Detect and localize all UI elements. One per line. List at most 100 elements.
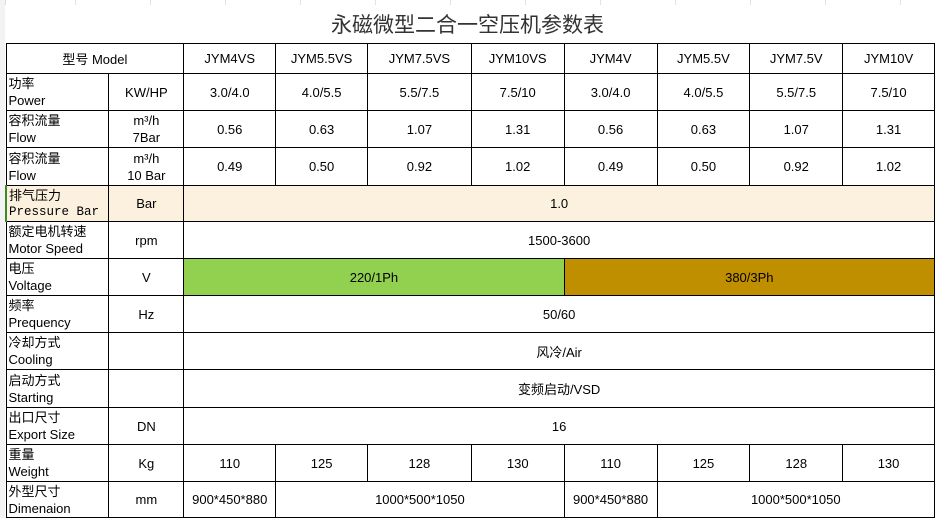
model-header-cell[interactable]: JYM10VS (470, 43, 565, 74)
row-label-cell[interactable]: 冷却方式 Cooling (5, 332, 110, 370)
table-row: 电压 Voltage V 220/1Ph 380/3Ph (5, 258, 935, 296)
unit-cell[interactable]: Bar (108, 185, 185, 222)
value-cell[interactable]: 变频启动/VSD (183, 369, 935, 408)
unit-cell[interactable]: m³/h 10 Bar (108, 147, 185, 186)
row-label-cn: 容积流量 (8, 113, 61, 128)
value-cell[interactable]: 1.31 (470, 110, 565, 148)
row-label-cn: 额定电机转速 (8, 224, 87, 239)
unit-text: 7Bar (132, 130, 161, 145)
value-cell[interactable]: 1.07 (367, 110, 472, 148)
row-label-cn: 启动方式 (8, 372, 61, 388)
value-cell[interactable]: 4.0/5.5 (275, 73, 369, 111)
unit-cell[interactable] (108, 369, 185, 408)
value-cell[interactable]: 128 (367, 444, 472, 482)
value-cell[interactable]: 0.56 (183, 110, 277, 148)
value-cell[interactable]: 1000*500*1050 (656, 481, 935, 518)
value-cell[interactable]: 0.50 (656, 147, 751, 186)
row-label-cell[interactable]: 重量 Weight (5, 444, 110, 482)
value-cell[interactable]: 5.5/7.5 (367, 73, 472, 111)
table-row: 启动方式 Starting 变频启动/VSD (5, 369, 935, 408)
value-cell[interactable]: 128 (749, 444, 844, 482)
value-cell[interactable]: 0.49 (563, 147, 658, 186)
value-cell[interactable]: 130 (470, 444, 565, 482)
value-cell[interactable]: 1.31 (842, 110, 935, 148)
table-row: 容积流量 Flow m³/h 10 Bar 0.49 0.50 0.92 1.02 0.49 0.… (5, 147, 935, 186)
value-cell[interactable]: 1.0 (183, 185, 935, 222)
row-label-cn: 重量 (8, 447, 35, 462)
row-label-cell[interactable]: 电压 Voltage (5, 258, 110, 296)
row-label-cell[interactable]: 容积流量 Flow (5, 110, 110, 148)
unit-cell[interactable] (108, 332, 185, 370)
row-label-cell[interactable]: 排气压力 Pressure Bar (5, 185, 110, 222)
value-cell[interactable]: 1.07 (749, 110, 844, 148)
unit-text: DN (136, 418, 156, 434)
table-title[interactable]: 永磁微型二合一空压机参数表 (6, 5, 935, 44)
value-cell[interactable]: 7.5/10 (842, 73, 935, 111)
value-cell[interactable]: 5.5/7.5 (749, 73, 844, 111)
value-cell[interactable]: 7.5/10 (470, 73, 565, 111)
value-cell[interactable]: 0.92 (749, 147, 844, 186)
row-label-en: Flow (8, 167, 36, 183)
value-cell[interactable]: 4.0/5.5 (656, 73, 751, 111)
row-label-cell[interactable]: 启动方式 Starting (5, 369, 110, 408)
value-cell[interactable]: 0.63 (656, 110, 751, 148)
value-cell[interactable]: 110 (563, 444, 658, 482)
value-cell[interactable]: 220/1Ph (183, 258, 565, 296)
unit-cell[interactable]: KW/HP (108, 73, 185, 111)
table-row: 重量 Weight Kg 110 125 128 130 110 125 128 130 (5, 444, 935, 482)
value-cell[interactable]: 0.49 (183, 147, 277, 186)
value-cell[interactable]: 16 (183, 407, 935, 445)
value-cell[interactable]: 110 (183, 444, 277, 482)
unit-cell[interactable]: V (108, 258, 185, 296)
model-header-cell[interactable]: JYM5.5VS (275, 43, 369, 74)
unit-cell[interactable]: rpm (108, 221, 185, 259)
value-cell[interactable]: 0.63 (275, 110, 369, 148)
row-label-en: Power (8, 93, 46, 108)
parameter-table: 永磁微型二合一空压机参数表 型号 Model JYM4VS JYM5.5VS JYM… (5, 5, 935, 518)
row-label-cell[interactable]: 出口尺寸 Export Size (5, 407, 110, 445)
row-label-cn: 排气压力 (9, 187, 62, 203)
unit-cell[interactable]: mm (108, 481, 185, 518)
value-cell[interactable]: 风冷/Air (183, 332, 935, 370)
value-cell[interactable]: 900*450*880 (563, 481, 658, 518)
model-header-cell[interactable]: JYM4V (563, 43, 658, 74)
value-cell[interactable]: 1500-3600 (183, 221, 935, 259)
value-cell[interactable]: 3.0/4.0 (183, 73, 277, 111)
unit-text: KW/HP (125, 84, 168, 100)
unit-text: Hz (138, 306, 155, 322)
value-cell[interactable]: 900*450*880 (183, 481, 277, 518)
unit-text: m³/h (133, 150, 160, 166)
value-cell[interactable]: 380/3Ph (563, 258, 935, 296)
value-cell[interactable]: 1.02 (842, 147, 935, 186)
unit-cell[interactable]: DN (108, 407, 185, 445)
value-cell[interactable]: 3.0/4.0 (563, 73, 658, 111)
row-label-en: Flow (8, 130, 36, 145)
value-cell[interactable]: 125 (656, 444, 751, 482)
model-header-cell[interactable]: JYM7.5V (749, 43, 844, 74)
unit-cell[interactable]: m³/h 7Bar (108, 110, 185, 148)
row-label-en: Prequency (8, 315, 71, 330)
unit-cell[interactable]: Hz (108, 295, 185, 333)
value-cell[interactable]: 0.50 (275, 147, 369, 186)
value-cell[interactable]: 0.92 (367, 147, 472, 186)
model-header[interactable]: 型号 Model (5, 43, 185, 74)
row-label-en: Voltage (8, 278, 52, 293)
model-header-cell[interactable]: JYM10V (842, 43, 935, 74)
table-row: 频率 Prequency Hz 50/60 (5, 295, 935, 333)
row-label-cell[interactable]: 容积流量 Flow (5, 147, 110, 186)
value-cell[interactable]: 125 (275, 444, 369, 482)
value-cell[interactable]: 0.56 (563, 110, 658, 148)
row-label-cell[interactable]: 功率 Power (5, 73, 110, 111)
model-header-cell[interactable]: JYM7.5VS (367, 43, 472, 74)
value-cell[interactable]: 1000*500*1050 (275, 481, 565, 518)
value-cell[interactable]: 1.02 (470, 147, 565, 186)
model-header-cell[interactable]: JYM4VS (183, 43, 277, 74)
row-label-cell[interactable]: 外型尺寸 Dimenaion (5, 481, 110, 518)
row-label-cell[interactable]: 频率 Prequency (5, 295, 110, 333)
row-label-cn: 功率 (8, 76, 35, 91)
value-cell[interactable]: 130 (842, 444, 935, 482)
unit-cell[interactable]: Kg (108, 444, 185, 482)
model-header-cell[interactable]: JYM5.5V (656, 43, 751, 74)
value-cell[interactable]: 50/60 (183, 295, 935, 333)
row-label-cell[interactable]: 额定电机转速 Motor Speed (5, 221, 110, 259)
